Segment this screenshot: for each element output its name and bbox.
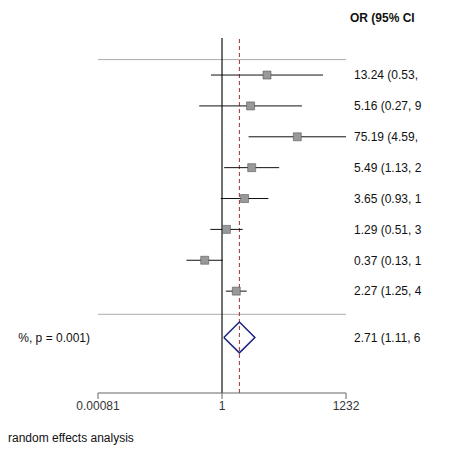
svg-text:75.19 (4.59,: 75.19 (4.59, bbox=[354, 130, 418, 144]
svg-text:5.16 (0.27, 9: 5.16 (0.27, 9 bbox=[354, 99, 422, 113]
html-text:random effects analysis: random effects analysis bbox=[8, 431, 134, 445]
svg-text:1.29 (0.51, 3: 1.29 (0.51, 3 bbox=[354, 223, 422, 237]
svg-text:13.24 (0.53,: 13.24 (0.53, bbox=[354, 68, 418, 82]
svg-text:3.65 (0.93, 1: 3.65 (0.93, 1 bbox=[354, 192, 422, 206]
svg-text:5.49 (1.13, 2: 5.49 (1.13, 2 bbox=[354, 161, 422, 175]
html-text:OR (95% CI: OR (95% CI bbox=[350, 11, 415, 25]
svg-text:0.37 (0.13, 1: 0.37 (0.13, 1 bbox=[354, 254, 422, 268]
svg-text:2.27 (1.25, 4: 2.27 (1.25, 4 bbox=[354, 284, 422, 298]
svg-text:%, p = 0.001): %, p = 0.001) bbox=[18, 331, 90, 345]
svg-text:0.00081: 0.00081 bbox=[76, 399, 120, 413]
svg-text:1232: 1232 bbox=[333, 399, 360, 413]
svg-text:2.71 (1.11, 6: 2.71 (1.11, 6 bbox=[354, 331, 421, 345]
svg-text:1: 1 bbox=[219, 399, 226, 413]
